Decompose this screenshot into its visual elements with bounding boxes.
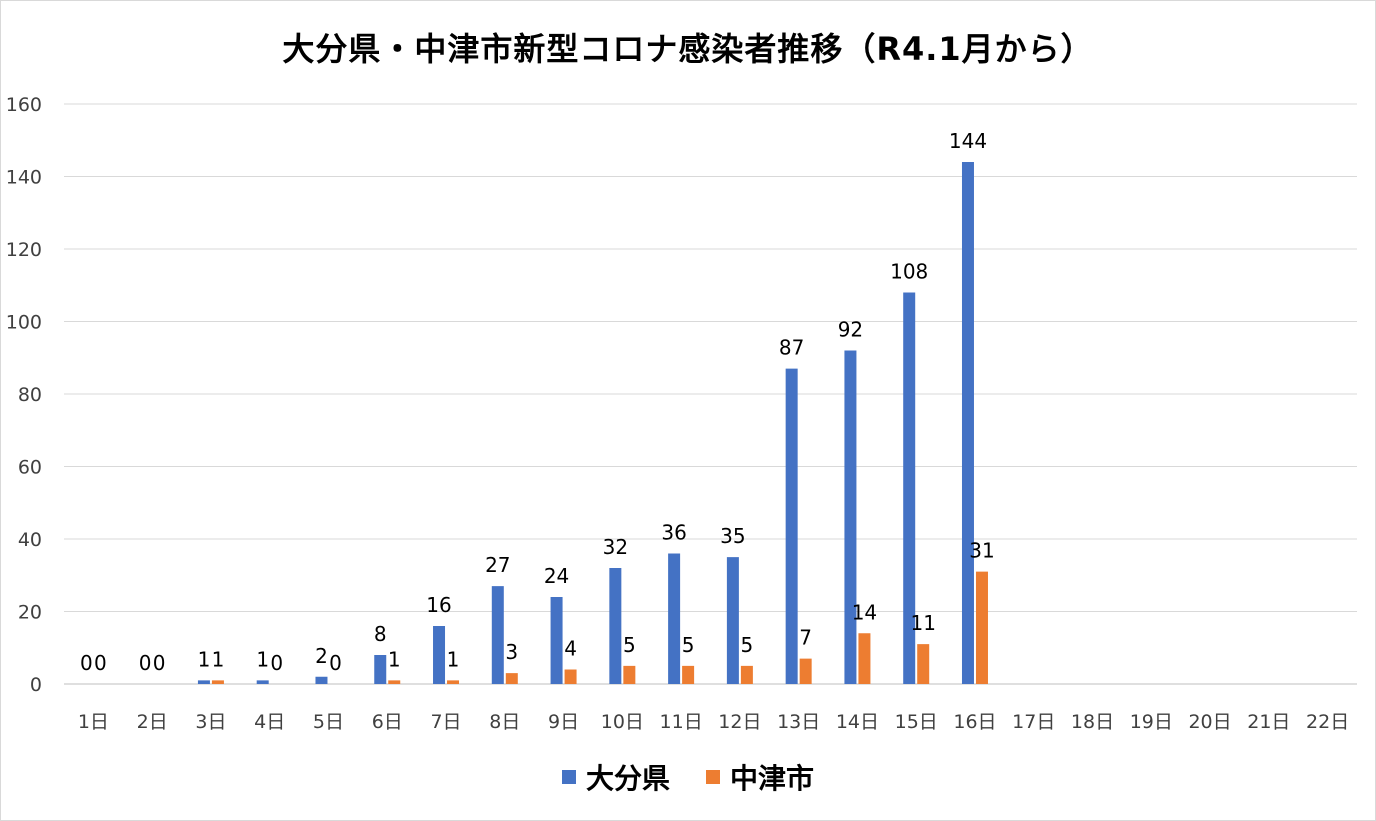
x-tick-label: 7日	[430, 711, 461, 733]
bar-nakatsu	[505, 673, 518, 684]
bar-nakatsu	[447, 680, 460, 684]
legend-item-nakatsu: 中津市	[706, 757, 814, 797]
data-label-oita: 16	[426, 593, 451, 617]
data-label-nakatsu: 0	[94, 651, 107, 675]
bar-nakatsu	[388, 680, 401, 684]
y-tick-label: 80	[18, 384, 42, 406]
legend-swatch-nakatsu	[706, 770, 720, 784]
bar-oita	[726, 557, 739, 684]
bar-oita	[668, 553, 681, 684]
data-label-oita: 108	[890, 260, 928, 284]
y-tick-label: 40	[18, 529, 42, 551]
data-label-oita: 1	[256, 647, 269, 671]
x-tick-label: 5日	[313, 711, 344, 733]
data-label-oita: 8	[374, 622, 387, 646]
x-tick-label: 21日	[1247, 711, 1290, 733]
bar-oita	[550, 597, 563, 684]
x-tick-label: 20日	[1188, 711, 1231, 733]
data-label-nakatsu: 14	[852, 600, 877, 624]
data-label-oita: 92	[838, 318, 863, 342]
y-tick-label: 0	[30, 674, 42, 696]
x-tick-label: 6日	[372, 711, 403, 733]
data-label-nakatsu: 0	[270, 651, 283, 675]
x-tick-label: 19日	[1130, 711, 1173, 733]
bar-oita	[961, 162, 974, 684]
x-tick-label: 18日	[1071, 711, 1114, 733]
bar-nakatsu	[917, 644, 930, 684]
x-tick-label: 12日	[718, 711, 761, 733]
x-tick-label: 15日	[895, 711, 938, 733]
data-label-nakatsu: 31	[969, 539, 994, 563]
data-label-nakatsu: 5	[682, 633, 695, 657]
data-label-oita: 1	[198, 647, 211, 671]
bar-nakatsu	[564, 669, 577, 684]
x-tick-label: 17日	[1012, 711, 1055, 733]
y-tick-label: 60	[18, 457, 42, 479]
x-tick-label: 3日	[195, 711, 226, 733]
y-tick-label: 20	[18, 602, 42, 624]
bar-oita	[903, 292, 916, 684]
bar-oita	[433, 626, 446, 684]
bar-nakatsu	[623, 665, 636, 684]
x-tick-label: 16日	[953, 711, 996, 733]
x-tick-label: 2日	[137, 711, 168, 733]
data-label-oita: 32	[603, 535, 628, 559]
data-label-nakatsu: 5	[623, 633, 636, 657]
data-label-oita: 87	[779, 336, 804, 360]
bar-nakatsu	[740, 665, 753, 684]
x-tick-label: 14日	[836, 711, 879, 733]
data-label-nakatsu: 4	[564, 637, 577, 661]
x-tick-label: 13日	[777, 711, 820, 733]
y-tick-label: 140	[6, 167, 42, 189]
y-tick-label: 100	[6, 312, 42, 334]
data-label-oita: 144	[949, 129, 987, 153]
legend-item-oita: 大分県	[561, 757, 670, 797]
data-label-nakatsu: 1	[212, 647, 225, 671]
data-label-oita: 24	[544, 564, 569, 588]
data-label-nakatsu: 0	[329, 651, 342, 675]
bar-oita	[609, 568, 622, 684]
bar-oita	[256, 680, 269, 684]
data-label-nakatsu: 11	[910, 611, 935, 635]
data-label-nakatsu: 1	[388, 647, 401, 671]
bar-nakatsu	[858, 633, 871, 684]
x-tick-label: 8日	[489, 711, 520, 733]
bar-oita	[491, 586, 504, 684]
y-tick-label: 120	[6, 239, 42, 261]
chart-title: 大分県・中津市新型コロナ感染者推移（R4.1月から）	[282, 30, 1094, 68]
bar-oita	[785, 368, 798, 684]
legend-label-nakatsu: 中津市	[730, 762, 815, 795]
bar-oita	[374, 655, 387, 684]
bar-nakatsu	[975, 571, 988, 684]
data-label-nakatsu: 3	[505, 640, 518, 664]
data-label-oita: 35	[720, 524, 745, 548]
x-tick-label: 1日	[78, 711, 109, 733]
chart-legend: 大分県 中津市	[0, 757, 1376, 797]
bar-nakatsu	[211, 680, 224, 684]
data-label-nakatsu: 7	[799, 626, 812, 650]
bar-oita	[197, 680, 210, 684]
x-tick-label: 11日	[660, 711, 703, 733]
bar-oita	[844, 350, 857, 684]
data-label-oita: 27	[485, 553, 510, 577]
data-label-nakatsu: 0	[153, 651, 166, 675]
bar-oita	[315, 676, 328, 684]
bar-nakatsu	[799, 658, 812, 684]
bar-nakatsu	[682, 665, 695, 684]
x-tick-label: 10日	[601, 711, 644, 733]
x-tick-label: 4日	[254, 711, 285, 733]
legend-label-oita: 大分県	[585, 762, 670, 795]
data-label-nakatsu: 1	[447, 647, 460, 671]
data-label-oita: 0	[80, 651, 93, 675]
legend-swatch-oita	[561, 770, 576, 784]
x-tick-label: 9日	[548, 711, 579, 733]
data-label-nakatsu: 5	[741, 633, 754, 657]
data-label-oita: 2	[315, 644, 328, 668]
data-label-oita: 36	[661, 521, 686, 545]
data-label-oita: 0	[139, 651, 152, 675]
y-tick-label: 160	[6, 94, 42, 116]
x-tick-label: 22日	[1306, 711, 1349, 733]
